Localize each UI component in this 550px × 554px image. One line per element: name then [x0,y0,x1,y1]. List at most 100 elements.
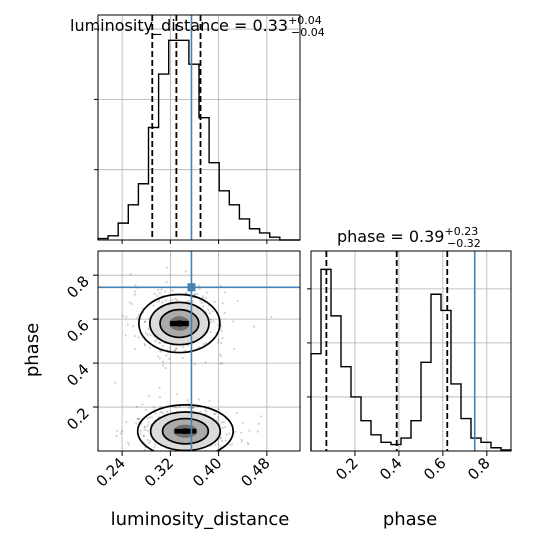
scatter-point [190,467,192,469]
scatter-point [195,465,197,467]
scatter-point [241,421,244,424]
scatter-point [187,462,189,464]
xlabel-phase: phase [383,509,437,530]
scatter-point [223,291,227,294]
scatter-point [173,349,176,352]
scatter-point [171,452,173,454]
scatter-point [219,355,222,358]
hist-bar-phase-2 [331,316,341,451]
scatter-point [127,443,130,446]
scatter-point [165,411,169,414]
hist-bar-ld-15 [250,229,260,240]
hist-bar-phase-3 [341,367,351,451]
scatter-point [135,405,138,408]
scatter-point [170,299,174,302]
hist-bar-ld-2 [118,223,128,240]
scatter-point [144,332,148,335]
scatter-point [157,300,160,304]
scatter-point [146,424,149,427]
scatter-point [147,327,150,331]
scatter-point [180,452,182,454]
hist-bar-ld-11 [209,163,219,240]
scatter-point [153,292,156,295]
scatter-point [214,412,217,415]
scatter-point [187,344,190,347]
xtick-label-phase-2: 0.6 [420,454,450,484]
scatter-point [203,454,205,456]
ytick-label-phase-3: 0.8 [63,272,93,302]
scatter-point [221,362,224,365]
scatter-point [204,296,207,300]
scatter-point [200,301,203,305]
scatter-point [222,420,225,423]
scatter-point [143,428,146,432]
scatter-point [198,287,201,290]
hist-bar-phase-6 [371,435,381,451]
scatter-point [177,463,179,465]
scatter-point [165,280,168,284]
hist-bar-phase-5 [361,421,371,451]
scatter-point [160,350,163,353]
scatter-point [211,310,214,313]
scatter-point [217,323,220,327]
scatter-point [217,408,220,411]
scatter-point [147,421,150,424]
hist-bar-phase-14 [451,384,461,451]
scatter-point [125,316,128,319]
scatter-point [158,396,162,399]
scatter-point [257,422,261,425]
scatter-point [168,346,172,349]
contour-1-0 [136,404,235,451]
scatter-point [178,405,181,409]
hist-step-phase [310,268,512,451]
scatter-point [161,360,165,363]
scatter-point [143,320,147,323]
scatter-point [181,356,184,360]
scatter-point [209,330,212,333]
scatter-point [153,411,157,414]
scatter-point [171,289,174,292]
scatter-point [133,347,136,351]
title-label-phase: phase [337,227,385,246]
title-minus-phase: −0.32 [447,237,481,250]
hist-bar-phase-16 [471,438,481,451]
scatter-point [148,416,152,419]
scatter-point [209,318,213,321]
hist-bar-ld-8 [179,40,189,240]
hist-bar-ld-14 [239,219,249,240]
scatter-point [208,399,211,402]
scatter-point [173,349,177,352]
scatter-point [221,439,224,442]
scatter-point [159,405,162,409]
histogram-panel-luminosity-distance [94,14,301,244]
scatter-point [139,432,142,435]
ytick-label-phase-1: 0.4 [63,360,93,390]
scatter-point [137,417,141,420]
scatter-point [223,311,226,314]
scatter-point [212,320,215,323]
scatter-point [133,290,137,293]
scatter-point [151,416,154,419]
hist-bar-phase-10 [411,421,421,451]
scatter-point [270,315,273,319]
ylabel-phase: phase [22,323,43,377]
hist-bar-ld-12 [219,191,229,240]
scatter-point [137,336,140,339]
scatter-point [209,321,212,324]
truth-marker [187,283,196,292]
scatter-point [164,299,168,302]
scatter-point [126,441,130,444]
density-peak-1 [174,428,197,434]
scatter-point [204,409,208,412]
scatter-point [168,357,171,360]
scatter-point [160,288,163,291]
scatter-point [193,363,196,366]
xtick-label-ld-3: 0.48 [237,454,273,490]
hist-bar-ld-4 [138,184,148,240]
scatter-point [142,434,146,438]
scatter-point [240,431,243,434]
scatter-point [136,417,139,420]
scatter-point [201,295,204,298]
contour-0-0 [138,293,221,354]
